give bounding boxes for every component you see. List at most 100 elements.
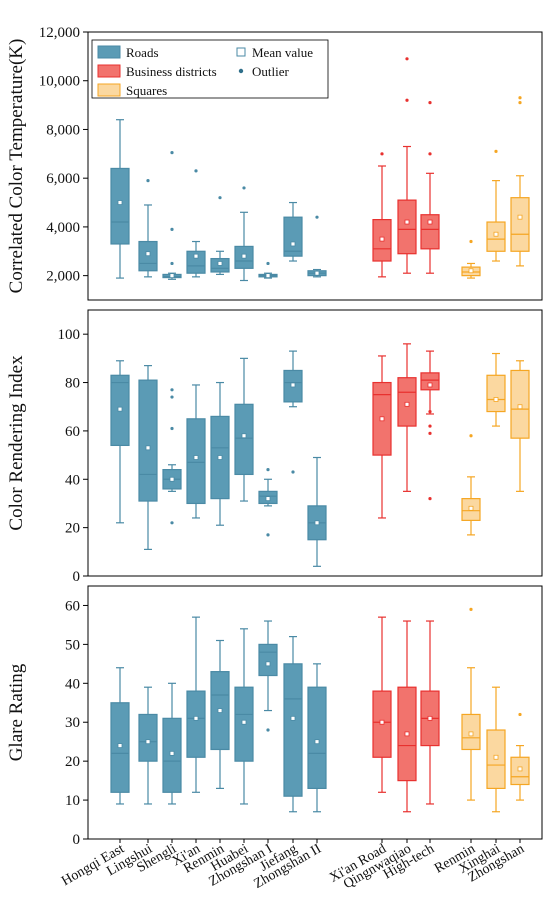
legend-swatch	[97, 64, 121, 78]
mean-marker	[145, 739, 151, 745]
mean-marker	[290, 715, 296, 721]
mean-marker	[265, 273, 271, 279]
mean-marker	[314, 520, 320, 526]
box-10	[372, 616, 392, 793]
box-3	[162, 151, 182, 280]
outlier-point	[266, 728, 270, 732]
iqr-box	[486, 374, 506, 413]
box-15	[510, 712, 530, 801]
box-2	[138, 179, 158, 278]
legend-label: Roads	[126, 45, 159, 60]
box-4	[186, 169, 206, 278]
box-7	[258, 261, 278, 279]
iqr-box	[186, 690, 206, 758]
box-2	[138, 686, 158, 805]
y-axis-label: Correlated Color Temperature(K)	[6, 39, 27, 294]
box-4	[186, 616, 206, 793]
outlier-point	[380, 152, 384, 156]
outlier-point	[428, 431, 432, 435]
box-13	[461, 434, 481, 536]
iqr-box	[234, 403, 254, 476]
y-tick-label: 0	[73, 832, 81, 848]
y-tick-label: 0	[73, 569, 81, 585]
outlier-point	[146, 179, 150, 183]
mean-marker	[379, 719, 385, 725]
outlier-point	[518, 101, 522, 105]
box-15	[510, 360, 530, 492]
iqr-box	[138, 379, 158, 502]
outlier-point	[218, 196, 222, 200]
mean-marker	[145, 445, 151, 451]
y-tick-label: 20	[65, 754, 80, 770]
iqr-box	[510, 369, 530, 439]
box-1	[110, 667, 130, 805]
mean-marker	[427, 382, 433, 388]
box-13	[461, 607, 481, 801]
box-10	[372, 152, 392, 278]
box-5	[210, 381, 230, 526]
y-tick-label: 80	[65, 376, 80, 392]
y-tick-label: 20	[65, 521, 80, 537]
legend-swatch	[97, 83, 121, 97]
iqr-box	[486, 221, 506, 252]
iqr-box	[397, 377, 417, 427]
mean-marker	[404, 731, 410, 737]
mean-marker	[427, 715, 433, 721]
legend-outlier-marker	[238, 68, 244, 74]
outlier-point	[405, 57, 409, 61]
mean-marker	[145, 251, 151, 257]
mean-marker	[404, 401, 410, 407]
mean-marker	[314, 270, 320, 276]
panel-3: 0 10 20 30 40 50 60 Glare Rating	[6, 585, 543, 848]
iqr-box	[283, 216, 303, 257]
outlier-point	[170, 521, 174, 525]
box-15	[510, 96, 530, 267]
outlier-point	[170, 151, 174, 155]
mean-marker	[314, 739, 320, 745]
mean-marker	[493, 231, 499, 237]
mean-marker	[117, 743, 123, 748]
mean-marker	[169, 750, 175, 756]
y-tick-label: 6,000	[46, 171, 80, 187]
box-2	[138, 365, 158, 551]
outlier-point	[428, 101, 432, 105]
box-8	[283, 350, 303, 474]
box-6	[234, 628, 254, 805]
legend-outlier-label: Outlier	[252, 64, 289, 79]
outlier-point	[469, 607, 473, 611]
iqr-box	[420, 372, 440, 391]
panel-frame	[87, 585, 543, 840]
iqr-box	[283, 663, 303, 797]
mean-marker	[517, 404, 523, 410]
box-12	[420, 620, 440, 805]
outlier-point	[428, 409, 432, 414]
mean-marker	[193, 455, 199, 460]
outlier-point	[469, 239, 473, 244]
iqr-box	[138, 713, 158, 762]
legend-mean-label: Mean value	[252, 45, 313, 60]
mean-marker	[265, 496, 271, 502]
mean-marker	[169, 273, 175, 279]
mean-marker	[117, 406, 123, 412]
box-13	[461, 239, 481, 279]
y-tick-label: 4,000	[46, 220, 80, 236]
box-14	[486, 149, 506, 262]
box-7	[258, 468, 278, 537]
box-1	[110, 360, 130, 524]
outlier-point	[194, 169, 198, 173]
y-tick-label: 8,000	[46, 122, 80, 138]
mean-marker	[217, 455, 223, 460]
y-tick-label: 12,000	[39, 25, 80, 41]
legend: Roads Business districts Squares Mean value…	[91, 39, 329, 99]
outlier-point	[170, 261, 174, 266]
y-axis-label: Glare Rating	[6, 663, 27, 761]
iqr-box	[510, 197, 530, 252]
outlier-point	[266, 468, 270, 472]
box-1	[110, 119, 130, 279]
box-3	[162, 682, 182, 805]
box-8	[283, 635, 303, 813]
mean-marker	[517, 214, 523, 220]
outlier-point	[518, 96, 522, 100]
panel-frame	[87, 31, 543, 301]
